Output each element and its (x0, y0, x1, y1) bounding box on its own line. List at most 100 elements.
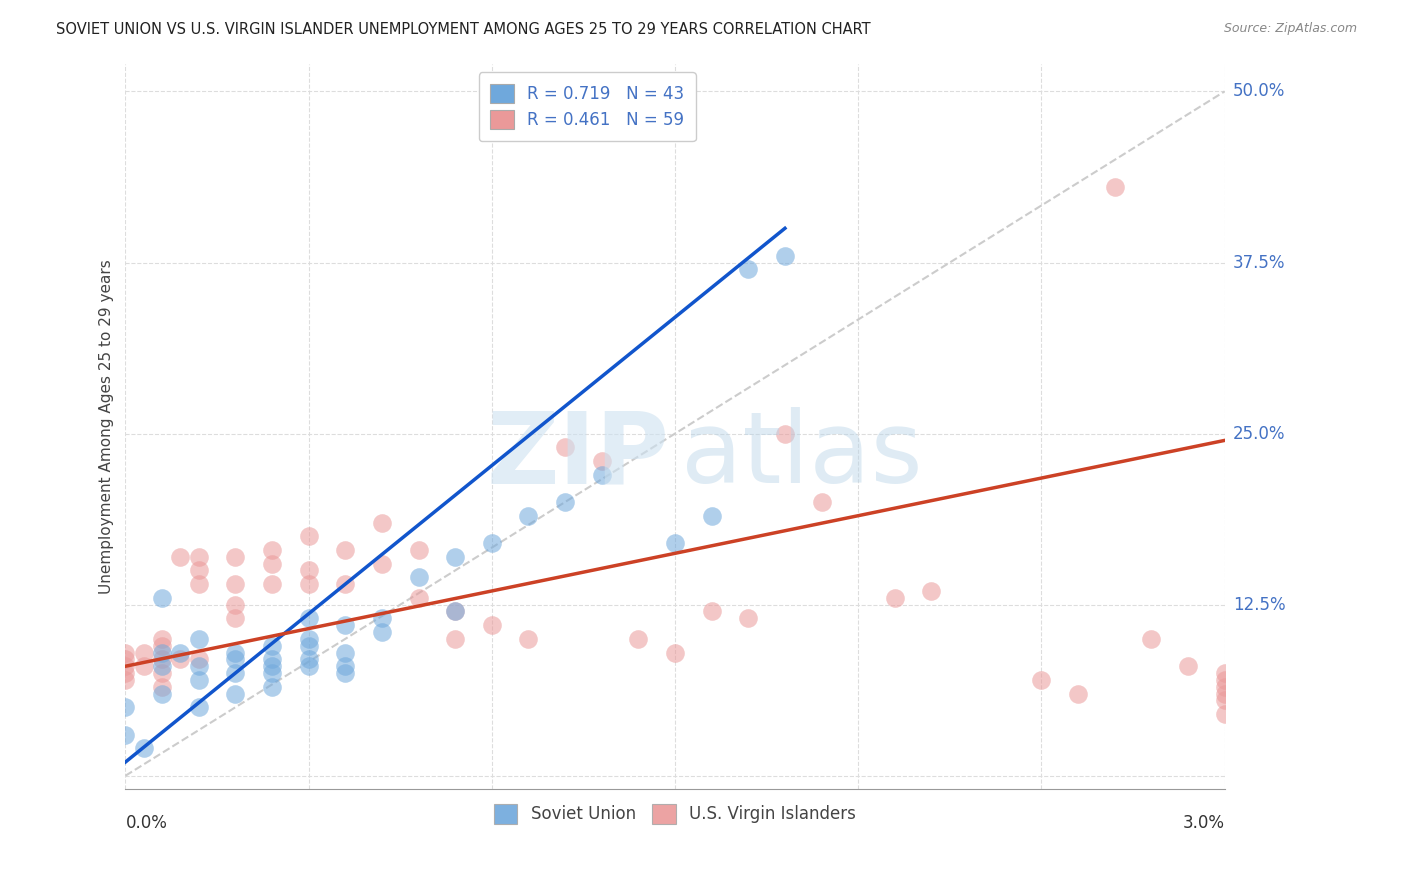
Point (298, 611, 321, 625)
Point (187, 549, 209, 564)
Text: SOVIET UNION VS U.S. VIRGIN ISLANDER UNEMPLOYMENT AMONG AGES 25 TO 29 YEARS CORR: SOVIET UNION VS U.S. VIRGIN ISLANDER UNE… (56, 22, 870, 37)
Point (481, 536, 503, 550)
Point (773, 426, 796, 441)
Point (1140, 632, 1163, 646)
Legend: Soviet Union, U.S. Virgin Islanders: Soviet Union, U.S. Virgin Islanders (485, 796, 865, 832)
Point (114, 646, 136, 660)
Point (298, 529, 321, 543)
Text: 50.0%: 50.0% (1233, 82, 1285, 101)
Point (1213, 673, 1236, 687)
Point (260, 557, 283, 571)
Point (224, 577, 246, 591)
Point (773, 249, 796, 263)
Point (150, 680, 173, 694)
Point (187, 577, 209, 591)
Point (1177, 659, 1199, 673)
Text: 25.0%: 25.0% (1233, 425, 1285, 442)
Point (371, 516, 394, 530)
Point (554, 440, 576, 454)
Point (187, 632, 209, 646)
Text: 37.5%: 37.5% (1233, 253, 1285, 271)
Text: 3.0%: 3.0% (1182, 814, 1225, 832)
Point (169, 652, 191, 666)
Point (371, 625, 394, 640)
Point (150, 659, 173, 673)
Point (444, 632, 467, 646)
Point (481, 618, 503, 632)
Point (260, 542, 283, 557)
Point (1213, 693, 1236, 707)
Point (298, 639, 321, 653)
Point (132, 741, 155, 756)
Point (408, 591, 430, 605)
Point (187, 659, 209, 673)
Point (371, 611, 394, 625)
Point (700, 508, 723, 523)
Point (260, 652, 283, 666)
Point (298, 563, 321, 577)
Point (1213, 687, 1236, 701)
Point (114, 659, 136, 673)
Point (700, 605, 723, 619)
Point (169, 549, 191, 564)
Point (187, 673, 209, 687)
Point (591, 454, 613, 468)
Point (335, 542, 357, 557)
Point (150, 666, 173, 681)
Point (224, 549, 246, 564)
Point (810, 495, 832, 509)
Point (187, 700, 209, 714)
Point (150, 591, 173, 605)
Point (298, 632, 321, 646)
Point (150, 652, 173, 666)
Point (664, 646, 686, 660)
Point (224, 646, 246, 660)
Point (224, 611, 246, 625)
Point (1031, 673, 1053, 687)
Point (627, 632, 650, 646)
Text: atlas: atlas (681, 408, 922, 504)
Text: 0.0%: 0.0% (125, 814, 167, 832)
Point (883, 591, 905, 605)
Point (408, 570, 430, 584)
Point (371, 557, 394, 571)
Point (1067, 687, 1090, 701)
Point (260, 680, 283, 694)
Point (150, 646, 173, 660)
Point (1213, 666, 1236, 681)
Point (260, 659, 283, 673)
Point (114, 700, 136, 714)
Point (260, 666, 283, 681)
Point (335, 659, 357, 673)
Y-axis label: Unemployment Among Ages 25 to 29 years: Unemployment Among Ages 25 to 29 years (100, 260, 114, 594)
Point (335, 646, 357, 660)
Point (517, 632, 540, 646)
Point (444, 605, 467, 619)
Point (444, 605, 467, 619)
Point (737, 262, 759, 277)
Point (224, 687, 246, 701)
Point (517, 508, 540, 523)
Point (260, 639, 283, 653)
Point (114, 728, 136, 742)
Point (132, 646, 155, 660)
Point (260, 577, 283, 591)
Point (298, 659, 321, 673)
Point (224, 666, 246, 681)
Point (114, 666, 136, 681)
Point (224, 598, 246, 612)
Point (921, 584, 943, 599)
Point (335, 618, 357, 632)
Point (444, 549, 467, 564)
Point (114, 652, 136, 666)
Point (114, 673, 136, 687)
Point (1213, 707, 1236, 722)
Point (150, 632, 173, 646)
Point (554, 495, 576, 509)
Point (737, 611, 759, 625)
Point (187, 652, 209, 666)
Point (169, 646, 191, 660)
Point (591, 467, 613, 482)
Text: ZIP: ZIP (486, 408, 669, 504)
Point (150, 639, 173, 653)
